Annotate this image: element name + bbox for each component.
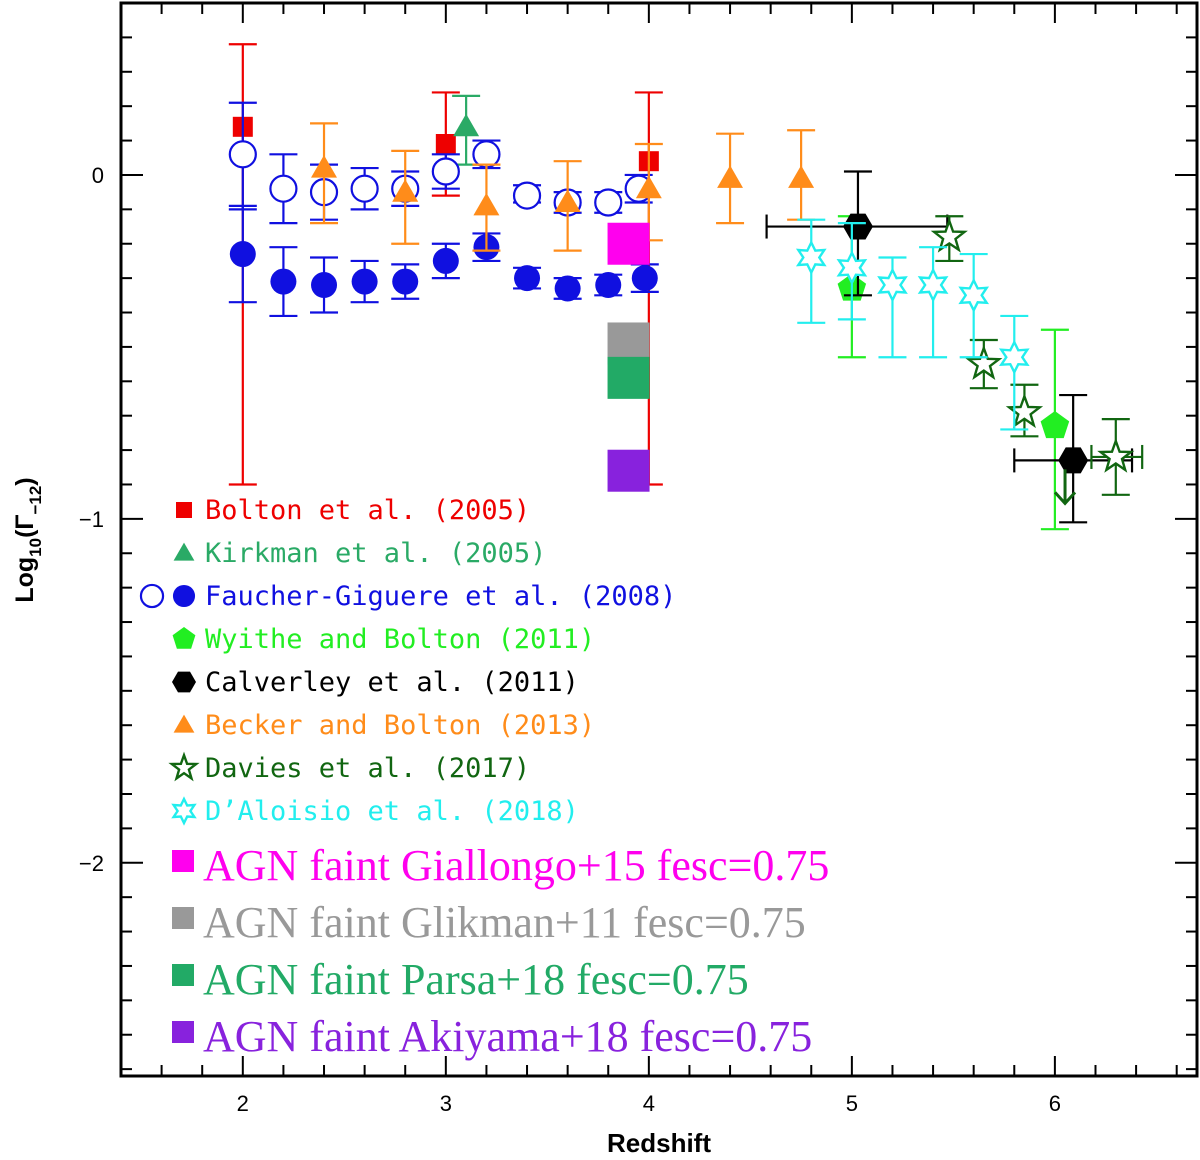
y-tick-label: −2 xyxy=(79,851,104,876)
open-star-marker xyxy=(1005,392,1044,429)
legend-label-giallongo: AGN faint Giallongo+15 fesc=0.75 xyxy=(203,841,829,890)
triangle-marker xyxy=(635,175,662,199)
open-star-marker xyxy=(965,344,1003,381)
filled-circle-marker xyxy=(514,265,541,292)
plot-frame xyxy=(119,1,1199,1078)
filled-circle-marker xyxy=(311,272,338,299)
legend-swatch-akiyama xyxy=(172,1021,194,1043)
square-marker xyxy=(176,502,192,518)
triangle-marker xyxy=(554,189,581,212)
legend-label-akiyama: AGN faint Akiyama+18 fesc=0.75 xyxy=(203,1012,812,1061)
legend-swatch-glikman xyxy=(172,907,194,929)
filled-circle-marker xyxy=(172,584,196,608)
triangle-marker xyxy=(392,179,419,202)
open-circle-marker xyxy=(431,157,460,186)
filled-circle-marker xyxy=(270,268,297,295)
triangle-marker xyxy=(311,155,337,178)
series-faucher_open xyxy=(228,101,653,225)
series-davies xyxy=(930,215,1144,496)
legend-label-bolton: Bolton et al. (2005) xyxy=(205,495,530,526)
open-circle-marker xyxy=(472,140,501,169)
open-burst-marker xyxy=(171,796,197,826)
open-burst-marker xyxy=(998,339,1030,375)
triangle-marker xyxy=(473,192,500,216)
pentagon-marker xyxy=(1040,411,1070,439)
open-star-marker xyxy=(168,751,200,782)
open-circle-marker xyxy=(139,583,165,609)
upper-limit-arrow xyxy=(1053,469,1077,506)
y-tick-label: 0 xyxy=(92,163,104,188)
open-star-marker xyxy=(930,217,968,253)
x-tick-label: 4 xyxy=(643,1091,655,1116)
legend-label-faucher: Faucher-Giguere et al. (2008) xyxy=(205,581,676,612)
axis-ticks: 2 3 4 5 6 0 −1 −2 xyxy=(79,3,1197,1116)
legend: Bolton et al. (2005) Kirkman et al. (2005… xyxy=(139,495,829,1061)
x-tick-label: 2 xyxy=(237,1091,249,1116)
x-tick-label: 5 xyxy=(846,1091,858,1116)
filled-circle-marker xyxy=(392,268,419,295)
hexagon-marker xyxy=(1058,447,1089,474)
legend-label-glikman: AGN faint Glikman+11 fesc=0.75 xyxy=(203,898,806,947)
filled-circle-marker xyxy=(351,268,378,295)
y-axis-title: Log10(Γ−12) xyxy=(11,477,45,602)
series-davies_arrow xyxy=(1053,469,1077,506)
triangle-marker xyxy=(173,542,195,561)
open-circle-marker xyxy=(350,174,379,203)
x-tick-label: 3 xyxy=(440,1091,452,1116)
x-tick-label: 6 xyxy=(1049,1091,1061,1116)
filled-circle-marker xyxy=(229,241,256,268)
legend-label-daloisio: D’Aloisio et al. (2018) xyxy=(205,796,579,827)
plot-marks xyxy=(228,43,1144,531)
open-circle-marker xyxy=(594,188,623,217)
legend-label-kirkman: Kirkman et al. (2005) xyxy=(205,538,546,569)
filled-circle-marker xyxy=(432,247,459,274)
legend-label-calverley: Calverley et al. (2011) xyxy=(205,667,579,698)
series-wyithe xyxy=(837,215,1070,531)
series-becker xyxy=(310,122,816,252)
filled-circle-marker xyxy=(595,272,622,299)
open-star-marker xyxy=(1097,437,1135,473)
pentagon-marker xyxy=(172,627,196,649)
filled-circle-marker xyxy=(631,265,658,292)
legend-label-davies: Davies et al. (2017) xyxy=(205,753,530,784)
agn-box-akiyama xyxy=(607,449,650,492)
open-circle-marker xyxy=(269,174,298,203)
triangle-marker xyxy=(173,714,195,733)
triangle-marker xyxy=(717,165,743,188)
hexagon-marker xyxy=(843,213,873,240)
agn-box-parsa xyxy=(607,356,650,399)
filled-circle-marker xyxy=(554,275,581,302)
series-daloisio xyxy=(795,218,1030,431)
open-circle-marker xyxy=(228,140,257,169)
open-burst-marker xyxy=(917,267,949,303)
open-circle-marker xyxy=(512,181,542,210)
legend-swatch-giallongo xyxy=(172,850,194,872)
square-marker xyxy=(435,134,456,155)
open-burst-marker xyxy=(836,250,868,286)
triangle-marker xyxy=(788,165,815,188)
open-burst-marker xyxy=(877,267,908,303)
triangle-marker xyxy=(453,113,480,137)
legend-label-becker: Becker and Bolton (2013) xyxy=(205,710,595,741)
x-axis-title: Redshift xyxy=(607,1128,711,1158)
agn-box-giallongo xyxy=(607,222,650,265)
hexagon-marker xyxy=(172,671,196,693)
y-tick-label: −1 xyxy=(79,507,104,532)
legend-label-parsa: AGN faint Parsa+18 fesc=0.75 xyxy=(203,955,749,1004)
legend-label-wyithe: Wyithe and Bolton (2011) xyxy=(205,624,595,655)
open-burst-marker xyxy=(958,277,990,313)
legend-swatch-parsa xyxy=(172,964,194,986)
open-burst-marker xyxy=(795,239,827,276)
